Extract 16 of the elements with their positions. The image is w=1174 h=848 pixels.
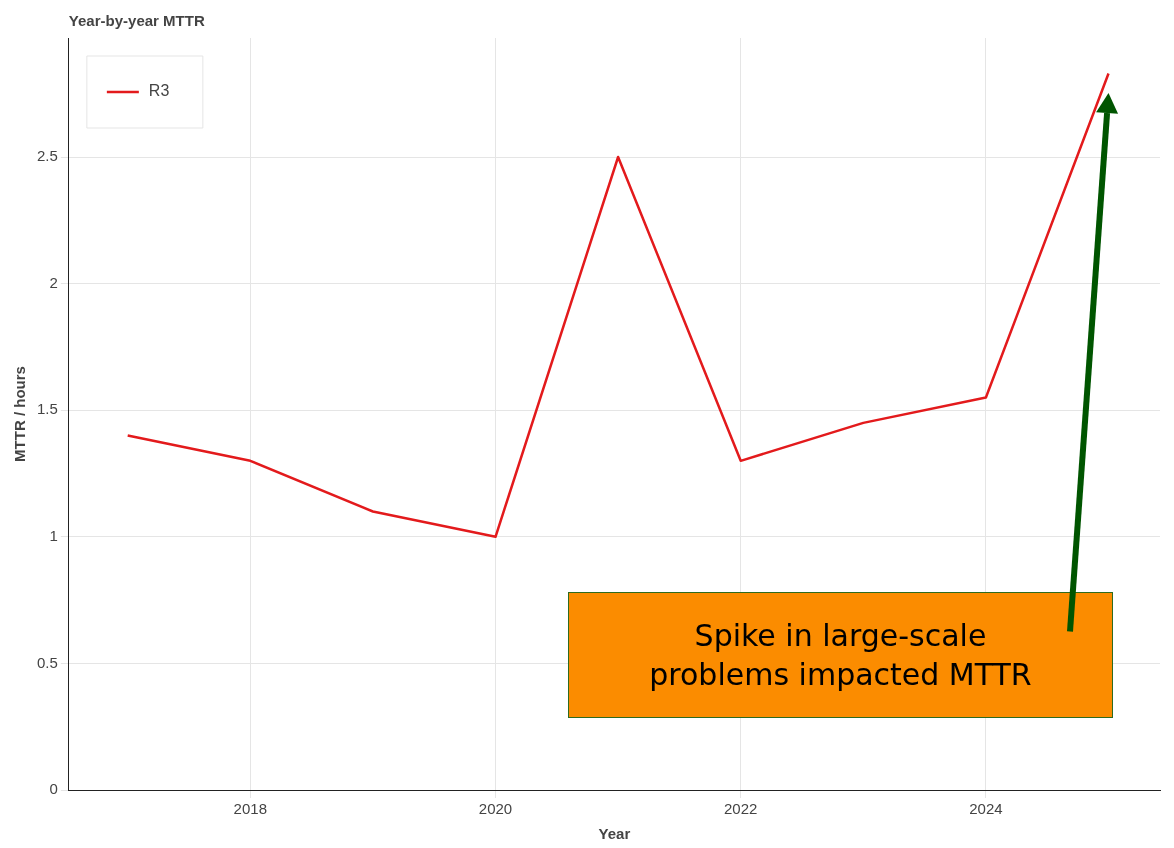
legend-label: R3 [148,82,170,100]
callout-box: Spike in large-scale problems impacted MTTR [568,592,1113,718]
x-axis-title: Year [598,825,631,843]
y-tick-label: 0 [49,780,58,798]
y-axis-title: MTTR / hours [11,366,29,462]
y-tick-label: 2.5 [36,147,58,165]
chart-title: Year-by-year MTTR [68,11,205,29]
y-tick-label: 2 [49,273,58,291]
annotation: Spike in large-scale problems impacted MTTR [649,617,1032,694]
x-tick-label: 2018 [233,800,267,818]
y-tick-label: 1.5 [36,400,58,418]
y-tick-label: 0.5 [36,653,58,671]
y-tick-label: 1 [49,526,58,544]
x-tick-label: 2020 [478,800,513,818]
x-tick-label: 2024 [969,800,1003,818]
x-tick-label: 2022 [724,800,758,818]
